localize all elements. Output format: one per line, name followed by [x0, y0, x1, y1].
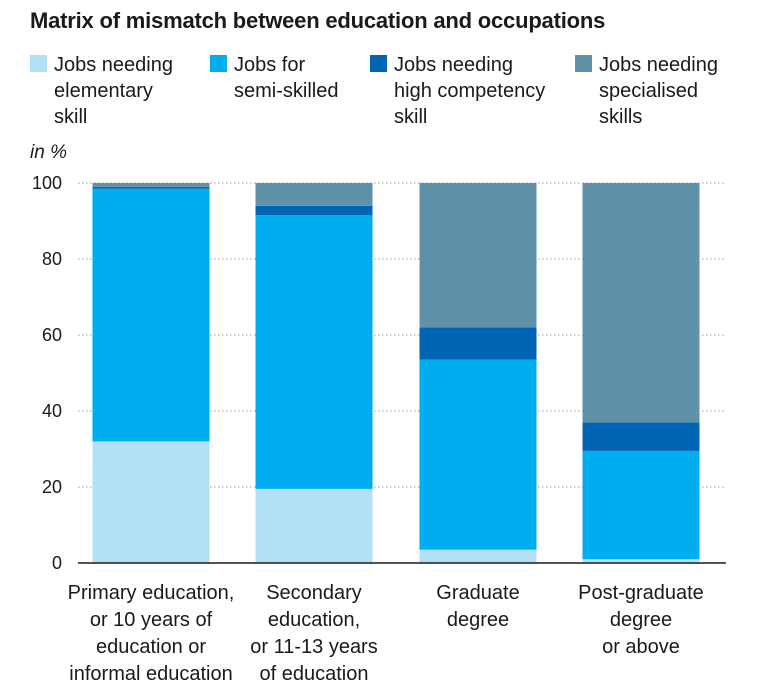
legend-label-semi-skilled: Jobs for semi-skilled [234, 54, 339, 102]
y-axis-unit-label: in % [30, 142, 67, 163]
bar-segment-3-3 [582, 183, 700, 423]
bar-segment-3-2 [582, 422, 700, 451]
legend-swatch-high-competency [370, 55, 387, 72]
x-category-label-1: Secondary education, or 11-13 years of e… [250, 582, 378, 685]
legend-label-elementary: Jobs needing elementary skill [54, 54, 173, 128]
bar-segment-2-3 [419, 183, 537, 328]
bar-segment-0-2 [92, 186, 210, 189]
y-tick-label-0: 0 [52, 553, 62, 573]
x-category-label-2: Graduate degree [436, 582, 520, 631]
bar-segment-0-1 [92, 188, 210, 442]
bar-segment-2-0 [419, 549, 537, 563]
bar-segment-1-3 [255, 183, 373, 206]
bar-segment-2-1 [419, 359, 537, 550]
y-tick-label-80: 80 [42, 249, 62, 269]
y-tick-label-20: 20 [42, 477, 62, 497]
legend-item-elementary: Jobs needing elementary skill [30, 52, 173, 130]
bar-segment-1-0 [255, 488, 373, 563]
legend-swatch-elementary [30, 55, 47, 72]
legend-swatch-specialised [575, 55, 592, 72]
bar-segment-3-1 [582, 450, 700, 560]
chart-title: Matrix of mismatch between education and… [30, 8, 606, 33]
bar-segment-3-0 [582, 559, 700, 563]
bar-segment-1-2 [255, 205, 373, 216]
x-category-label-3: Post-graduate degree or above [578, 582, 704, 658]
x-category-label-0: Primary education, or 10 years of educat… [67, 582, 235, 685]
bar-segment-0-3 [92, 183, 210, 187]
legend-label-high-competency: Jobs needing high competency skill [394, 54, 546, 128]
bar-segment-1-1 [255, 215, 373, 489]
legend-label-specialised: Jobs needing specialised skills [599, 54, 718, 128]
bar-segment-2-2 [419, 327, 537, 360]
y-tick-label-40: 40 [42, 401, 62, 421]
y-tick-label-100: 100 [32, 173, 62, 193]
legend-item-high-competency: Jobs needing high competency skill [370, 52, 545, 130]
legend-swatch-semi-skilled [210, 55, 227, 72]
y-tick-label-60: 60 [42, 325, 62, 345]
legend-item-specialised: Jobs needing specialised skills [575, 52, 718, 130]
legend: Jobs needing elementary skill Jobs for s… [30, 52, 750, 132]
legend-item-semi-skilled: Jobs for semi-skilled [210, 52, 338, 104]
bar-segment-0-0 [92, 441, 210, 563]
